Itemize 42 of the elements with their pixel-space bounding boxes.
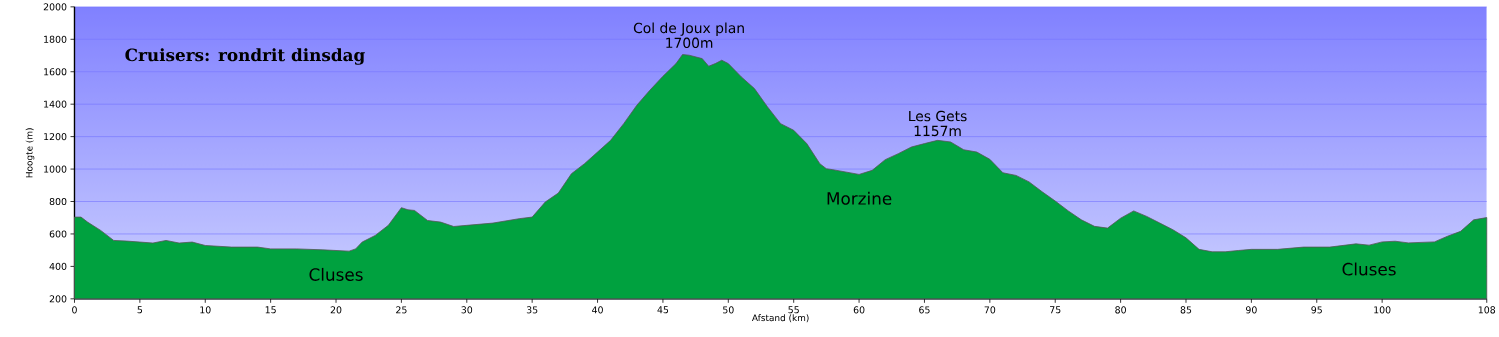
x-tick-label: 65 xyxy=(919,306,930,314)
annotation: Col de Joux plan xyxy=(633,22,744,37)
y-axis-title: Hoogte (m) xyxy=(25,128,35,178)
x-tick-label: 40 xyxy=(592,306,603,314)
x-tick-label: 50 xyxy=(723,306,734,314)
x-tick-label: 15 xyxy=(265,306,276,314)
annotation: 1700m xyxy=(666,37,713,49)
annotation: Cluses xyxy=(1342,262,1396,276)
y-tick-label: 1600 xyxy=(44,68,67,76)
x-tick-label: 20 xyxy=(330,306,342,314)
x-tick-label: 45 xyxy=(657,306,669,314)
y-tick-label: 200 xyxy=(49,295,67,303)
y-tick-label: 1000 xyxy=(44,165,67,173)
x-tick-label: 108 xyxy=(1478,306,1496,314)
x-tick-label: 95 xyxy=(1311,306,1322,314)
y-tick-label: 1800 xyxy=(44,35,67,44)
y-tick-label: 400 xyxy=(49,263,67,271)
annotation: Les Gets xyxy=(909,111,967,122)
x-tick-label: 100 xyxy=(1374,306,1391,314)
x-tick-label: 70 xyxy=(984,306,996,314)
y-tick-label: 1400 xyxy=(44,100,67,108)
y-tick-label: 1200 xyxy=(44,133,67,141)
x-tick-label: 25 xyxy=(396,306,407,314)
y-tick-label: 600 xyxy=(49,230,67,238)
x-tick-label: 85 xyxy=(1180,306,1192,314)
annotation: Morzine xyxy=(827,192,892,206)
x-tick-label: 80 xyxy=(1115,306,1126,314)
x-tick-label: 90 xyxy=(1245,306,1257,314)
y-tick-label: 800 xyxy=(49,198,67,206)
y-tick-label: 2000 xyxy=(43,3,67,11)
x-tick-label: 60 xyxy=(853,306,865,314)
x-tick-label: 30 xyxy=(461,306,473,314)
x-tick-label: 5 xyxy=(137,306,143,314)
annotation: 1157m xyxy=(914,126,961,137)
annotation: Cluses xyxy=(309,268,363,282)
x-tick-label: 55 xyxy=(788,306,799,314)
x-tick-label: 35 xyxy=(526,306,538,314)
x-tick-label: 75 xyxy=(1050,306,1061,314)
text: Cruisers: rondrit dinsdag xyxy=(125,48,365,65)
x-axis-title: Afstand (km) xyxy=(751,314,809,323)
x-tick-label: 0 xyxy=(72,306,77,314)
x-tick-label: 10 xyxy=(200,306,211,314)
